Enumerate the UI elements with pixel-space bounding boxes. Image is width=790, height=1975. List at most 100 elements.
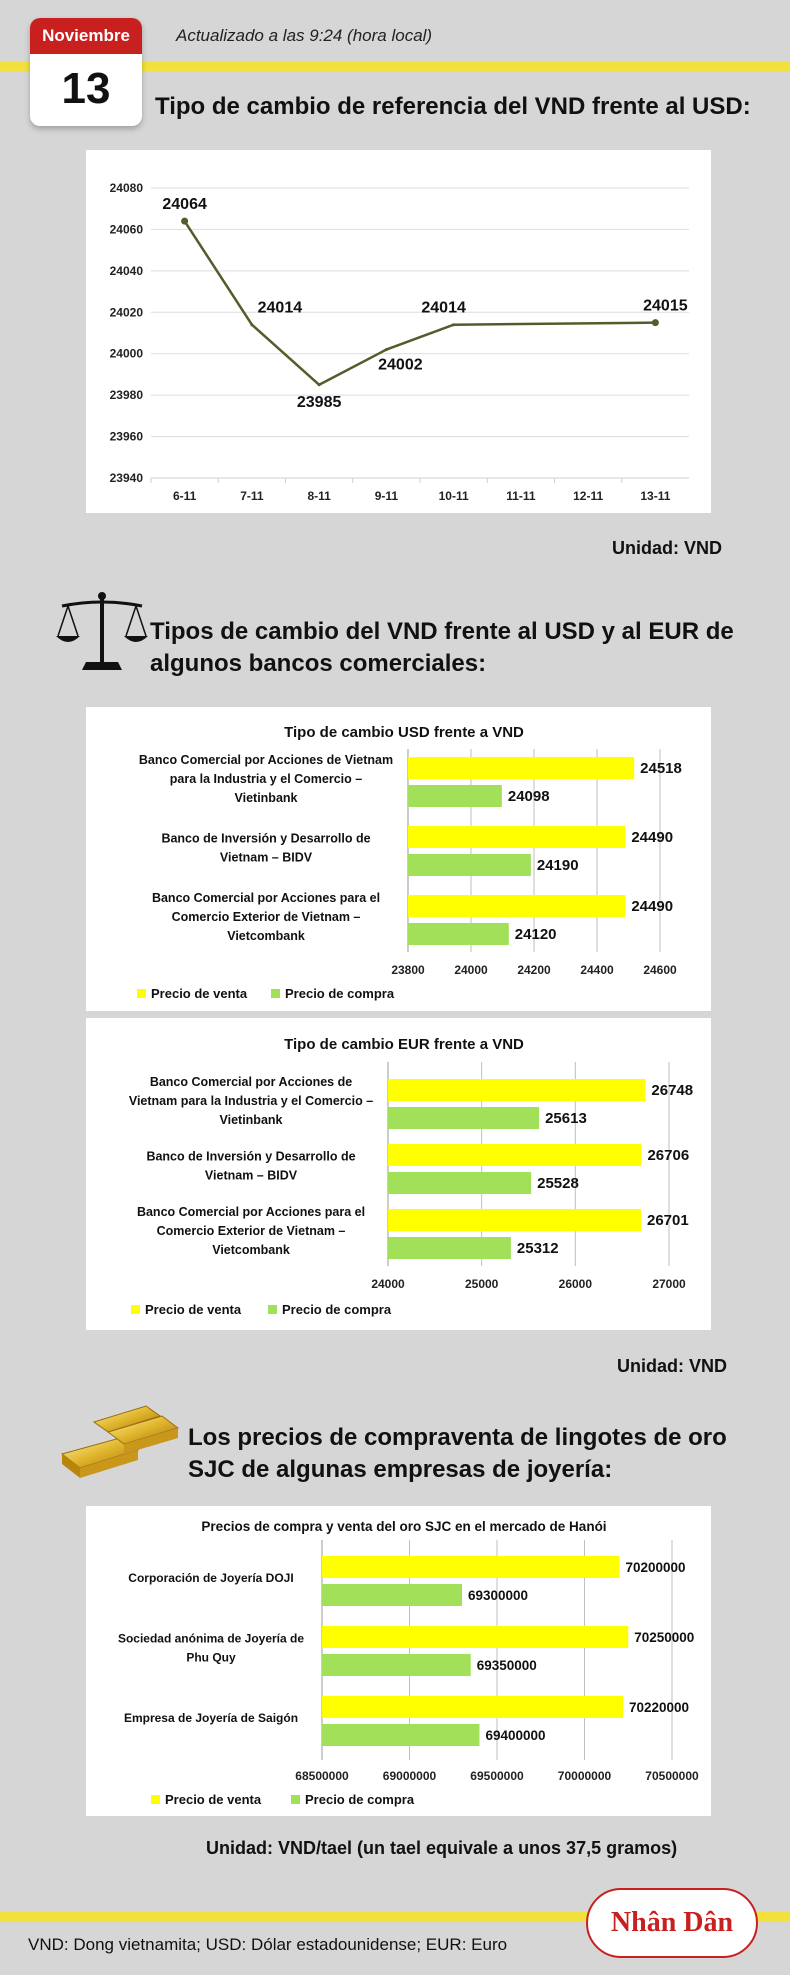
category-label: Vietinbank [235, 791, 298, 805]
legend-swatch [151, 1795, 160, 1804]
y-tick-label: 23940 [110, 471, 144, 485]
y-tick-label: 24060 [110, 222, 144, 236]
data-label: 26748 [651, 1082, 693, 1099]
category-label: Vietnam – BIDV [205, 1169, 298, 1183]
y-tick-label: 24020 [110, 305, 144, 319]
buy-bar [322, 1724, 480, 1746]
data-label: 69300000 [468, 1588, 528, 1603]
section3-unit: Unidad: VND/tael (un tael equivale a uno… [206, 1838, 678, 1858]
x-tick-label: 9-11 [375, 489, 399, 503]
data-label: 70250000 [634, 1630, 694, 1645]
data-label: 24064 [162, 196, 207, 213]
data-label: 24014 [258, 300, 303, 317]
eur-rate-panel: Tipo de cambio EUR frente a VND 24000 2500… [86, 1018, 711, 1330]
scale-icon [56, 590, 148, 674]
x-tick-label: 24000 [371, 1277, 405, 1291]
data-label: 69350000 [477, 1658, 537, 1673]
legend-swatch [271, 989, 280, 998]
x-tick-label: 25000 [465, 1277, 499, 1291]
data-label: 24490 [631, 898, 673, 915]
legend-label: Precio de compra [305, 1792, 415, 1807]
data-label: 26701 [647, 1212, 689, 1229]
section2-title-line1: Tipos de cambio del VND frente al USD y … [150, 618, 734, 645]
x-tick-label: 23800 [391, 963, 425, 977]
data-label: 25528 [537, 1175, 579, 1192]
section2-unit: Unidad: VND [617, 1356, 727, 1376]
x-tick-label: 11-11 [506, 489, 536, 503]
section3-title-line2: SJC de algunas empresas de joyería: [188, 1456, 613, 1483]
x-tick-label: 69500000 [470, 1769, 524, 1783]
data-label: 24002 [378, 357, 423, 374]
data-label: 24490 [631, 829, 673, 846]
gold-price-panel: Precios de compra y venta del oro SJC en… [86, 1506, 711, 1816]
sell-bar [408, 826, 626, 848]
section3-title-line1: Los precios de compraventa de lingotes d… [188, 1424, 727, 1451]
category-label: Sociedad anónima de Joyería de [118, 1632, 304, 1646]
x-tick-label: 68500000 [295, 1769, 349, 1783]
category-label: Banco de Inversión y Desarrollo de [161, 832, 370, 846]
x-tick-label: 70000000 [558, 1769, 612, 1783]
y-tick-label: 23980 [110, 388, 144, 402]
x-tick-label: 70500000 [645, 1769, 699, 1783]
chart-title: Precios de compra y venta del oro SJC en… [201, 1519, 606, 1534]
legend-swatch [137, 989, 146, 998]
category-label: Vietnam – BIDV [220, 851, 313, 865]
legend-swatch [268, 1305, 277, 1314]
x-tick-label: 26000 [559, 1277, 593, 1291]
x-tick-label: 6-11 [173, 489, 197, 503]
usd-rate-panel: Tipo de cambio USD frente a VND 23800 2400… [86, 707, 711, 1011]
page-title: Tipo de cambio de referencia del VND fre… [155, 93, 751, 120]
gold-bars-icon [58, 1402, 182, 1482]
data-point [452, 323, 456, 327]
legend-label: Precio de venta [151, 986, 248, 1001]
legend-swatch [131, 1305, 140, 1314]
calendar-day: 13 [61, 64, 111, 113]
reference-rate-panel: 24080 24060 24040 24020 24000 23980 23960 23940… [86, 150, 711, 513]
y-tick-label: 23960 [110, 430, 144, 444]
buy-bar [408, 923, 509, 945]
buy-bar [408, 785, 502, 807]
x-tick-label: 69000000 [383, 1769, 437, 1783]
x-tick-label: 7-11 [240, 489, 264, 503]
buy-bar [388, 1107, 540, 1129]
data-point [181, 217, 189, 225]
y-tick-label: 24080 [110, 181, 144, 195]
data-point [384, 348, 388, 352]
data-label: 24190 [537, 857, 579, 874]
buy-bar [388, 1237, 511, 1259]
usd-rate-bar-chart: Tipo de cambio USD frente a VND 23800 2400… [137, 724, 682, 1001]
category-label: Comercio Exterior de Vietnam – [157, 1224, 346, 1238]
calendar-badge: Noviembre 13 [30, 18, 142, 126]
legend-swatch [291, 1795, 300, 1804]
category-label: Banco Comercial por Acciones de Vietnam [139, 753, 393, 767]
chart-title: Tipo de cambio EUR frente a VND [284, 1036, 524, 1053]
sell-bar [408, 895, 626, 917]
legend-label: Precio de venta [145, 1302, 242, 1317]
category-label: Vietcombank [212, 1243, 290, 1257]
updated-time: Actualizado a las 9:24 (hora local) [176, 26, 433, 45]
sell-bar [388, 1209, 641, 1231]
section2-title-line2: algunos bancos comerciales: [150, 650, 487, 677]
category-label: Banco Comercial por Acciones de [150, 1075, 352, 1089]
data-label: 70200000 [626, 1560, 686, 1575]
data-label: 24098 [508, 788, 550, 805]
sell-bar [322, 1626, 629, 1648]
sell-bar [322, 1556, 620, 1578]
category-label: Corporación de Joyería DOJI [128, 1571, 293, 1585]
header-band [0, 62, 790, 71]
data-label: 24518 [640, 760, 682, 777]
data-label: 25312 [517, 1240, 559, 1257]
x-tick-label: 10-11 [439, 489, 469, 503]
category-label: Banco Comercial por Acciones para el [152, 891, 380, 905]
category-label: para la Industria y el Comercio – [170, 772, 362, 786]
sell-bar [388, 1144, 642, 1166]
reference-rate-line-chart: 24080 24060 24040 24020 24000 23980 23960 23940… [110, 181, 689, 503]
x-tick-label: 13-11 [640, 489, 670, 503]
category-label: Empresa de Joyería de Saigón [124, 1711, 298, 1725]
data-label: 69400000 [486, 1728, 546, 1743]
x-tick-label: 24000 [454, 963, 488, 977]
gold-price-bar-chart: Precios de compra y venta del oro SJC en… [118, 1519, 699, 1807]
category-label: Banco Comercial por Acciones para el [137, 1205, 365, 1219]
category-label: Banco de Inversión y Desarrollo de [146, 1150, 355, 1164]
series-line [183, 220, 656, 387]
